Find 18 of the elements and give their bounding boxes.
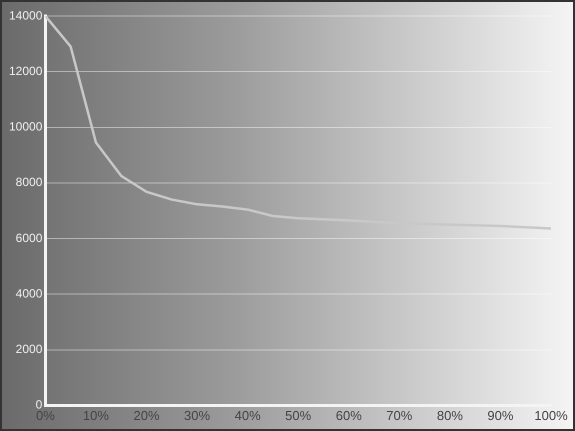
- y-tick-label: 2000: [16, 342, 43, 356]
- x-tick-label: 20%: [133, 408, 160, 423]
- x-tick-label: 10%: [82, 408, 110, 423]
- y-tick-label: 8000: [16, 175, 43, 190]
- y-tick-label: 6000: [16, 230, 43, 245]
- y-tick-label: 12000: [8, 64, 43, 78]
- y-tick-label: 10000: [8, 120, 43, 134]
- x-tick-label: 80%: [436, 408, 464, 423]
- y-tick-label: 14000: [8, 8, 43, 22]
- x-tick-label: 30%: [184, 408, 211, 423]
- y-tick-label: 4000: [16, 286, 43, 300]
- x-tick-label: 40%: [234, 408, 262, 423]
- x-tick-label: 60%: [336, 408, 362, 423]
- x-tick-label: 100%: [534, 408, 568, 423]
- y-tick-label: 0: [36, 398, 43, 412]
- x-tick-label: 70%: [386, 408, 413, 423]
- x-tick-label: 90%: [487, 408, 514, 423]
- x-tick-label: 50%: [285, 408, 312, 423]
